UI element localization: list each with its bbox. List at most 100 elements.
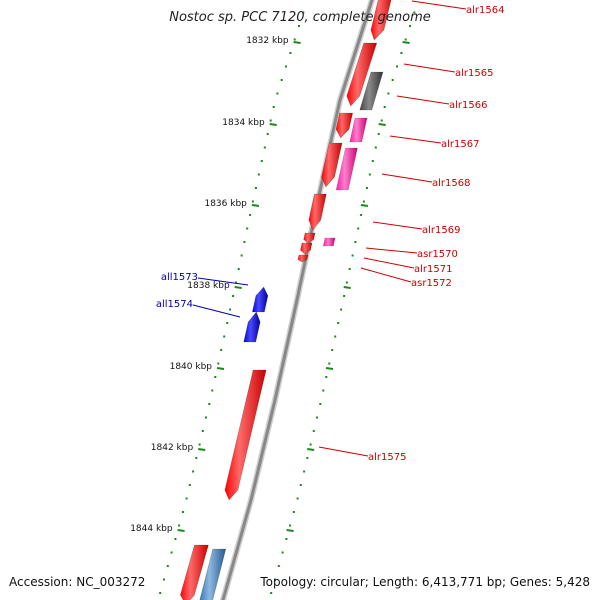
gene-leader-alr1564 <box>411 0 467 10</box>
ring-dot-right <box>303 470 306 473</box>
ring-dot-right <box>299 484 302 486</box>
ring-dot-right <box>368 173 371 176</box>
accession-text: Accession: NC_003272 <box>9 575 146 589</box>
ring-dot-left <box>217 362 220 365</box>
tick-layer: 1832 kbp 1834 kbp 1836 kbp 1838 kbp 1840 kbp… <box>130 11 416 594</box>
gene-glyph-alr1569 <box>303 232 316 244</box>
tick-mark-left <box>216 367 225 370</box>
gene-glyph-alr1575 <box>224 369 267 501</box>
gene-label-alr1575: alr1575 <box>368 452 406 463</box>
gene-glyph-alr-bottom <box>180 544 209 600</box>
ring-dot-left <box>240 254 243 257</box>
gene-leader-alr1565 <box>403 63 456 73</box>
gene-glyph-all1573 <box>251 286 269 313</box>
tick-label: 1842 kbp <box>151 443 194 453</box>
gene-glyph-alr1566 <box>335 112 354 139</box>
ring-dot-left <box>159 592 162 594</box>
gene-leader-alr1571 <box>363 257 415 269</box>
ring-dot-right <box>348 268 351 270</box>
feature-glyph-pink-3 <box>322 237 336 247</box>
ring-dot-left <box>174 538 177 540</box>
backbone-layer <box>220 0 375 600</box>
ring-dot-right <box>374 146 377 149</box>
ring-dot-left <box>188 484 191 486</box>
gene-leader-alr1568 <box>381 173 433 183</box>
ring-dot-left <box>269 119 272 122</box>
tick-mark-right <box>402 41 410 44</box>
gene-leader-asr1572 <box>360 267 412 283</box>
gene-label-alr1566: alr1566 <box>449 100 487 111</box>
gene-label-alr1571: alr1571 <box>414 264 452 275</box>
ring-dot-right <box>289 524 292 527</box>
ring-dot-left <box>223 335 226 338</box>
ring-dot-left <box>237 268 240 270</box>
ring-dot-left <box>298 25 300 27</box>
tick-mark-right <box>307 448 315 451</box>
ring-dot-left <box>260 160 263 162</box>
ring-dot-right <box>409 25 411 27</box>
gene-label-all1573: all1573 <box>161 272 198 283</box>
ring-dot-right <box>351 254 354 257</box>
gene-label-alr1564: alr1564 <box>466 5 504 16</box>
tick-label: 1834 kbp <box>222 118 265 128</box>
gene-label-alr1567: alr1567 <box>441 139 479 150</box>
tick-mark-left <box>234 286 242 289</box>
ring-dot-left <box>166 565 169 567</box>
ring-dot-left <box>195 457 198 459</box>
ring-dot-left <box>285 65 287 68</box>
ring-dot-left <box>185 497 188 500</box>
ring-dot-left <box>229 308 232 311</box>
ring-dot-right <box>360 214 363 216</box>
gene-glyph-asr1572 <box>297 254 309 263</box>
ring-dot-right <box>343 295 346 297</box>
ring-dot-left <box>170 551 173 554</box>
ring-dot-right <box>274 578 276 581</box>
ring-dot-left <box>276 92 279 95</box>
ring-dot-left <box>263 146 266 149</box>
tick-mark-right <box>286 529 294 532</box>
gene-leader-alr1566 <box>396 95 450 105</box>
ring-dot-left <box>289 52 292 54</box>
tick-label: 1836 kbp <box>204 199 247 209</box>
ring-dot-left <box>246 227 249 230</box>
ring-dot-right <box>296 497 299 500</box>
gene-leader-alr1575 <box>318 446 369 457</box>
ring-dot-right <box>362 200 365 203</box>
ring-dot-left <box>232 295 235 297</box>
gene-glyph-asr1570 <box>300 242 313 255</box>
ring-dot-left <box>211 389 214 392</box>
tick-label: 1840 kbp <box>170 362 213 372</box>
ring-dot-right <box>354 241 357 243</box>
ring-dot-right <box>306 457 309 459</box>
gene-glyph-alr1565 <box>346 42 378 107</box>
ring-dot-left <box>201 430 204 432</box>
gene-label-alr1565: alr1565 <box>455 68 493 79</box>
gene-label-all1574: all1574 <box>156 299 193 310</box>
ring-dot-left <box>181 511 184 513</box>
ring-dot-right <box>319 403 322 405</box>
ring-dot-right <box>312 430 315 432</box>
gene-leader-alr1569 <box>372 221 423 230</box>
ring-dot-right <box>277 565 280 567</box>
tick-mark-right <box>343 286 351 289</box>
feature-glyph-pink-2 <box>335 147 358 191</box>
tick-mark-right <box>325 367 334 370</box>
ring-dot-left <box>280 79 283 81</box>
ring-dot-left <box>293 38 296 41</box>
ring-dot-left <box>205 416 207 419</box>
feature-glyph-steelblue <box>199 548 227 600</box>
tick-mark-right <box>360 204 369 207</box>
ring-dot-left <box>220 349 223 351</box>
ring-dot-left <box>266 133 269 135</box>
ring-dot-right <box>387 92 390 95</box>
ring-dot-left <box>251 200 254 203</box>
ring-dot-right <box>309 443 312 446</box>
ring-dot-left <box>214 376 217 378</box>
tick-mark-right <box>378 123 386 126</box>
ring-dot-right <box>377 133 380 135</box>
ring-dot-right <box>281 551 284 554</box>
ring-dot-right <box>383 106 386 108</box>
ring-dot-right <box>325 376 328 378</box>
gene-glyph-alr1564 <box>370 0 392 41</box>
